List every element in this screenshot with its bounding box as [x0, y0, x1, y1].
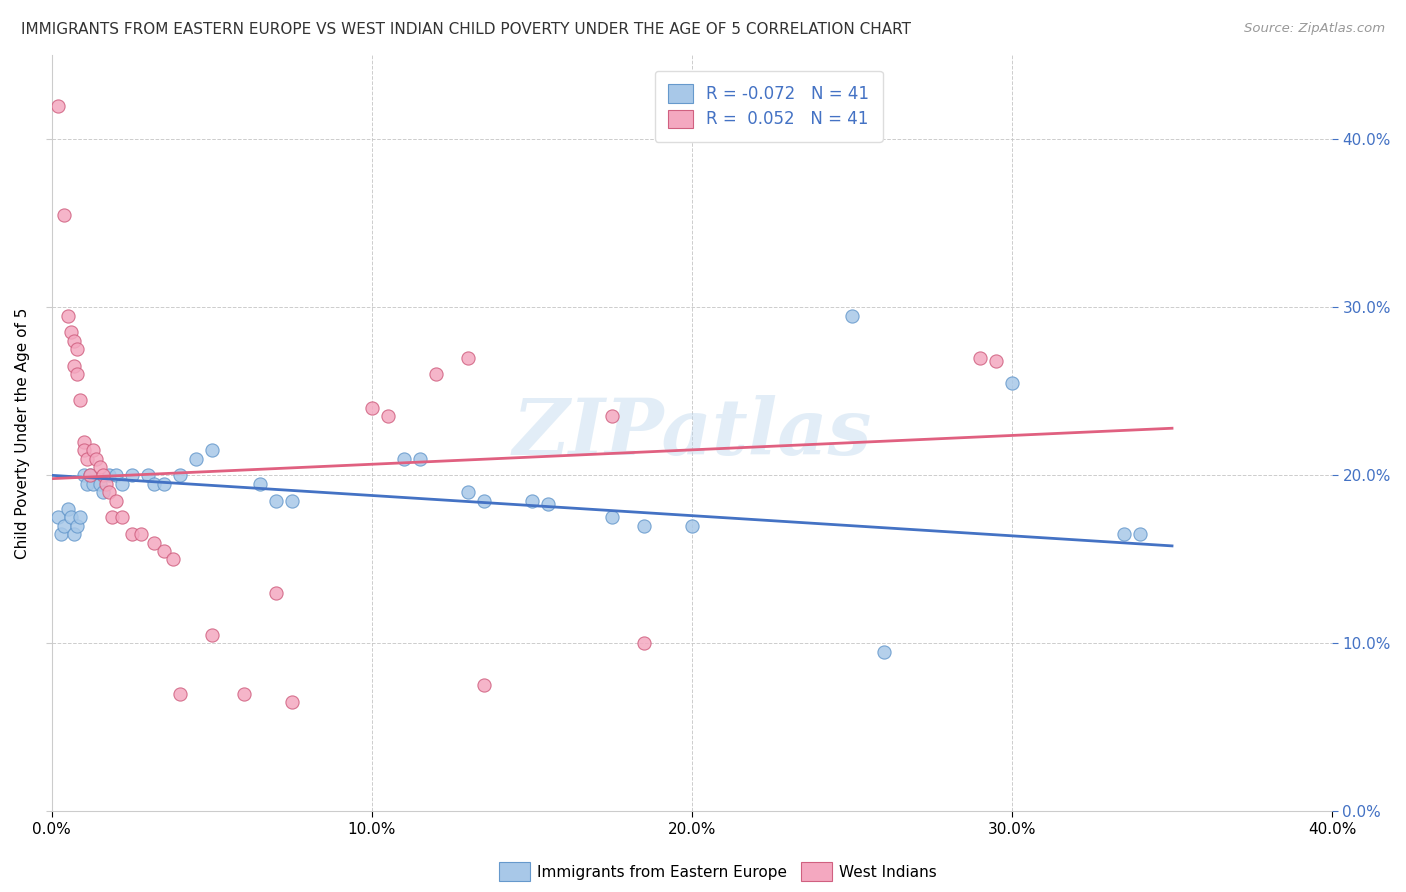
Point — [600, 510, 623, 524]
Point — [69, 510, 91, 524]
Point — [66, 343, 89, 357]
Point — [537, 497, 560, 511]
Point — [129, 527, 152, 541]
Point — [841, 309, 863, 323]
Text: West Indians: West Indians — [839, 865, 938, 880]
Point — [86, 451, 108, 466]
Point — [121, 468, 143, 483]
Point — [162, 552, 184, 566]
Point — [63, 527, 86, 541]
Point — [49, 527, 72, 541]
Point — [280, 695, 302, 709]
Point — [79, 468, 101, 483]
Point — [969, 351, 991, 365]
Point — [152, 476, 174, 491]
Point — [53, 208, 76, 222]
Point — [633, 518, 655, 533]
Point — [143, 476, 166, 491]
Point — [520, 493, 543, 508]
Point — [98, 485, 121, 500]
Text: Immigrants from Eastern Europe: Immigrants from Eastern Europe — [537, 865, 787, 880]
Point — [82, 476, 104, 491]
Y-axis label: Child Poverty Under the Age of 5: Child Poverty Under the Age of 5 — [15, 308, 30, 559]
Point — [111, 476, 134, 491]
Point — [121, 527, 143, 541]
Text: Source: ZipAtlas.com: Source: ZipAtlas.com — [1244, 22, 1385, 36]
Point — [136, 468, 159, 483]
Point — [392, 451, 415, 466]
Point — [457, 351, 479, 365]
Point — [264, 586, 287, 600]
Point — [59, 326, 82, 340]
Point — [280, 493, 302, 508]
Point — [111, 510, 134, 524]
Point — [76, 476, 98, 491]
Point — [104, 468, 127, 483]
Point — [249, 476, 271, 491]
Text: ZIPatlas: ZIPatlas — [512, 395, 872, 472]
Point — [66, 518, 89, 533]
Point — [63, 359, 86, 373]
Point — [69, 392, 91, 407]
Point — [169, 468, 191, 483]
Point — [408, 451, 430, 466]
Text: IMMIGRANTS FROM EASTERN EUROPE VS WEST INDIAN CHILD POVERTY UNDER THE AGE OF 5 C: IMMIGRANTS FROM EASTERN EUROPE VS WEST I… — [21, 22, 911, 37]
Point — [89, 476, 111, 491]
Point — [104, 493, 127, 508]
Point — [425, 368, 447, 382]
Point — [56, 502, 79, 516]
Point — [79, 468, 101, 483]
Point — [82, 443, 104, 458]
Point — [200, 443, 222, 458]
Point — [53, 518, 76, 533]
Point — [143, 535, 166, 549]
Point — [91, 468, 114, 483]
Point — [66, 368, 89, 382]
Point — [984, 354, 1007, 368]
Point — [1112, 527, 1135, 541]
Point — [264, 493, 287, 508]
Point — [94, 476, 117, 491]
Point — [1001, 376, 1024, 390]
Point — [232, 687, 254, 701]
Point — [873, 645, 896, 659]
Point — [101, 510, 124, 524]
Point — [152, 544, 174, 558]
Point — [600, 409, 623, 424]
Point — [76, 451, 98, 466]
Point — [63, 334, 86, 348]
Point — [46, 98, 69, 112]
Point — [91, 485, 114, 500]
Point — [72, 468, 94, 483]
Point — [200, 628, 222, 642]
Point — [681, 518, 703, 533]
Point — [457, 485, 479, 500]
Point — [59, 510, 82, 524]
Point — [360, 401, 382, 415]
Point — [98, 468, 121, 483]
Point — [46, 510, 69, 524]
Point — [89, 459, 111, 474]
Point — [472, 493, 495, 508]
Point — [72, 434, 94, 449]
Point — [72, 443, 94, 458]
Point — [472, 678, 495, 692]
Legend: R = -0.072   N = 41, R =  0.052   N = 41: R = -0.072 N = 41, R = 0.052 N = 41 — [655, 71, 883, 142]
Point — [633, 636, 655, 650]
Point — [169, 687, 191, 701]
Point — [56, 309, 79, 323]
Point — [377, 409, 399, 424]
Point — [1129, 527, 1152, 541]
Point — [184, 451, 207, 466]
